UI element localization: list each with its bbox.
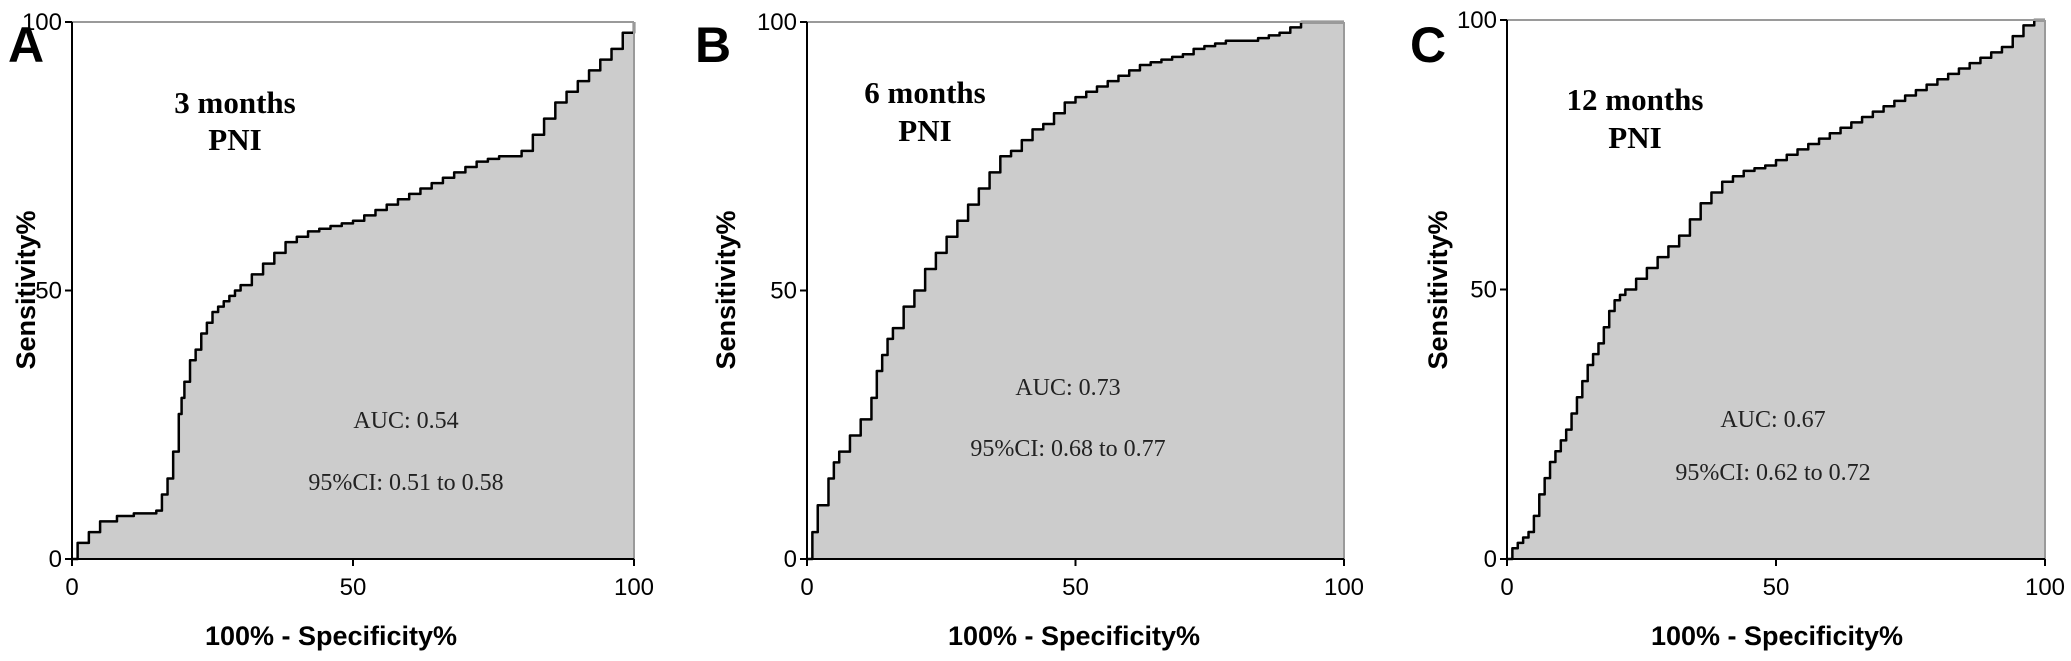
roc-panel-c: 0 50 100 0 50 100 C 12 months PNI AUC: 0.67 9… [1410,7,2065,651]
x-axis-title-c: 100% - Specificity% [1651,621,1903,651]
auc-annotation-a: AUC: 0.54 [353,408,458,434]
x-axis-title-b: 100% - Specificity% [948,621,1200,651]
y-tick-label-c-1: 50 [1470,277,1497,304]
panel-title-line-2-b: PNI [898,113,951,148]
panel-label-a: A [8,17,44,73]
x-tick-label-a-0: 0 [65,574,78,601]
panel-label-b: B [695,17,731,73]
y-tick-label-c-0: 0 [1484,546,1497,573]
auc-annotation-b: AUC: 0.73 [1015,375,1120,401]
x-tick-label-b-2: 100 [1324,574,1364,601]
roc-curve-c [1507,18,2045,561]
panel-title-line-2-a: PNI [208,122,261,157]
y-tick-label-c-2: 100 [1457,7,1497,34]
y-tick-label-b-1: 50 [770,278,797,305]
y-tick-label-b-0: 0 [784,546,797,573]
y-tick-label-a-1: 50 [35,278,62,305]
y-axis-title-c: Sensitivity% [1423,210,1453,369]
y-tick-label-a-2: 100 [22,9,62,36]
panel-label-c: C [1410,17,1446,73]
x-tick-label-c-0: 0 [1500,574,1513,601]
ci-annotation-c: 95%CI: 0.62 to 0.72 [1675,460,1870,486]
roc-curve-a [72,22,636,561]
roc-curve-b [807,20,1344,561]
y-axis-title-a: Sensitivity% [11,210,41,369]
roc-panel-a: 0 50 100 0 50 100 A 3 months PNI AUC: 0.54 95… [8,9,654,651]
ticks-b: 0 50 100 0 50 100 [757,9,1364,601]
auc-annotation-c: AUC: 0.67 [1720,407,1825,433]
roc-area-c [1507,20,2045,559]
x-axis-title-a: 100% - Specificity% [205,621,457,651]
x-tick-label-a-2: 100 [614,574,654,601]
ticks-c: 0 50 100 0 50 100 [1457,7,2065,601]
y-tick-label-a-0: 0 [49,546,62,573]
y-tick-label-b-2: 100 [757,9,797,36]
roc-area-a [72,22,634,559]
ci-annotation-b: 95%CI: 0.68 to 0.77 [970,436,1165,462]
x-tick-label-b-0: 0 [800,574,813,601]
x-tick-label-c-2: 100 [2025,574,2065,601]
x-tick-label-c-1: 50 [1763,574,1790,601]
panel-title-line-1-a: 3 months [174,85,295,120]
roc-area-b [807,22,1344,559]
x-tick-label-a-1: 50 [340,574,367,601]
ticks-a: 0 50 100 0 50 100 [22,9,654,601]
panel-title-line-2-c: PNI [1608,120,1661,155]
panel-title-line-1-c: 12 months [1567,82,1704,117]
x-tick-label-b-1: 50 [1062,574,1089,601]
y-axis-title-b: Sensitivity% [711,210,741,369]
panel-title-line-1-b: 6 months [864,75,985,110]
roc-panel-b: 0 50 100 0 50 100 B 6 months PNI AUC: 0.73 95… [695,9,1364,651]
ci-annotation-a: 95%CI: 0.51 to 0.58 [308,470,503,496]
